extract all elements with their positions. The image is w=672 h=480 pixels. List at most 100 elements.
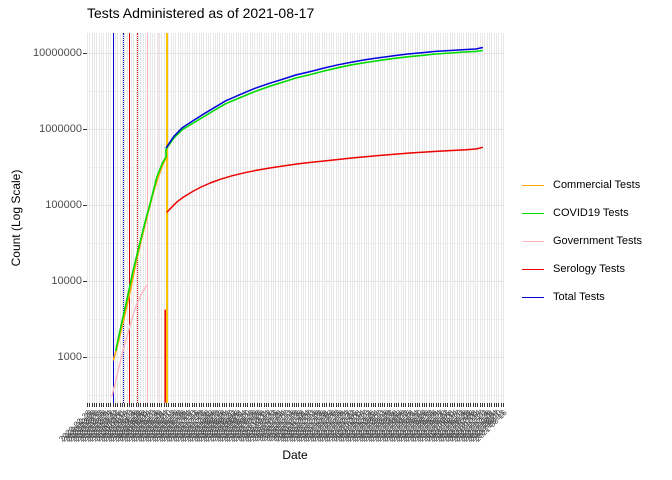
gridline-v — [235, 33, 237, 403]
gridline-v — [179, 33, 181, 403]
legend-label: Serology Tests — [553, 263, 625, 275]
gridline-v — [389, 33, 391, 403]
gridline-v — [393, 33, 395, 403]
gridline-v — [305, 33, 307, 403]
gridline-v — [212, 33, 214, 403]
gridline-v — [198, 33, 200, 403]
gridline-v — [89, 33, 91, 403]
gridline-v — [496, 33, 498, 403]
gridline-v — [419, 33, 421, 403]
x-tick-mark — [265, 403, 267, 407]
gridline-v — [384, 33, 386, 403]
gridline-v — [349, 33, 351, 403]
x-tick-mark — [100, 403, 102, 407]
x-tick-mark — [365, 403, 367, 407]
x-tick-mark — [300, 403, 302, 407]
x-tick-mark — [410, 403, 412, 407]
minor-gridline-h — [87, 395, 503, 396]
x-tick-mark — [305, 403, 307, 407]
gridline-v — [463, 33, 465, 403]
x-tick-mark — [128, 403, 130, 407]
gridline-v — [272, 33, 274, 403]
gridline-v — [396, 33, 398, 403]
gridline-v — [437, 33, 439, 403]
x-tick-mark — [258, 403, 260, 407]
x-tick-mark — [166, 403, 168, 407]
x-tick-mark — [198, 403, 200, 407]
x-tick-mark — [379, 403, 381, 407]
x-tick-mark — [310, 403, 312, 407]
x-tick-mark — [268, 403, 270, 407]
x-tick-mark — [349, 403, 351, 407]
gridline-v — [189, 33, 191, 403]
x-tick-mark — [221, 403, 223, 407]
x-tick-mark — [224, 403, 226, 407]
x-tick-mark — [393, 403, 395, 407]
x-tick-mark — [147, 403, 149, 407]
x-tick-mark — [254, 403, 256, 407]
gridline-v — [400, 33, 402, 403]
x-tick-mark — [496, 403, 498, 407]
gridline-v — [484, 33, 486, 403]
gridline-v — [314, 33, 316, 403]
gridline-v — [363, 33, 365, 403]
gridline-v — [372, 33, 374, 403]
gridline-v — [145, 33, 147, 403]
gridline-v — [284, 33, 286, 403]
x-tick-mark — [205, 403, 207, 407]
gridline-v — [258, 33, 260, 403]
x-tick-mark — [317, 403, 319, 407]
x-tick-mark — [256, 403, 258, 407]
x-tick-mark — [375, 403, 377, 407]
x-tick-mark — [131, 403, 133, 407]
x-tick-mark — [451, 403, 453, 407]
gridline-v — [205, 33, 207, 403]
y-axis-title: Count (Log Scale) — [9, 169, 23, 267]
gridline-v — [210, 33, 212, 403]
gridline-v — [303, 33, 305, 403]
gridline-v — [175, 33, 177, 403]
x-tick-mark — [177, 403, 179, 407]
x-tick-mark — [347, 403, 349, 407]
gridline-v — [279, 33, 281, 403]
x-tick-mark — [145, 403, 147, 407]
x-tick-mark — [291, 403, 293, 407]
legend-key-line — [522, 268, 544, 270]
gridline-v — [398, 33, 400, 403]
gridline-v — [351, 33, 353, 403]
legend-label: Total Tests — [553, 291, 605, 303]
y-tick-label: 10000 — [51, 274, 82, 287]
x-tick-mark — [182, 403, 184, 407]
event-vline — [128, 33, 130, 403]
x-tick-mark — [191, 403, 193, 407]
gridline-v — [405, 33, 407, 403]
gridline-v — [105, 33, 107, 403]
x-tick-mark — [96, 403, 98, 407]
x-tick-mark — [193, 403, 195, 407]
x-tick-mark — [426, 403, 428, 407]
x-tick-mark — [87, 403, 88, 407]
x-tick-mark — [489, 403, 491, 407]
gridline-v — [417, 33, 418, 403]
x-tick-mark — [231, 403, 233, 407]
legend-key-line — [522, 296, 544, 298]
x-tick-mark — [149, 403, 151, 407]
x-tick-mark — [172, 403, 174, 407]
gridline-v — [465, 33, 467, 403]
gridline-v — [93, 33, 95, 403]
gridline-v — [414, 33, 416, 403]
x-tick-mark — [261, 403, 263, 407]
x-tick-mark — [423, 403, 425, 407]
x-tick-mark — [463, 403, 465, 407]
gridline-v — [407, 33, 409, 403]
gridline-v — [461, 33, 463, 403]
x-tick-mark — [196, 403, 198, 407]
x-tick-mark — [124, 403, 126, 407]
x-tick-mark — [321, 403, 323, 407]
gridline-v — [470, 33, 472, 403]
gridline-v — [403, 33, 405, 403]
gridline-v — [458, 33, 460, 403]
legend-key-line — [522, 184, 544, 186]
x-tick-mark — [282, 403, 284, 407]
gridline-v — [282, 33, 284, 403]
